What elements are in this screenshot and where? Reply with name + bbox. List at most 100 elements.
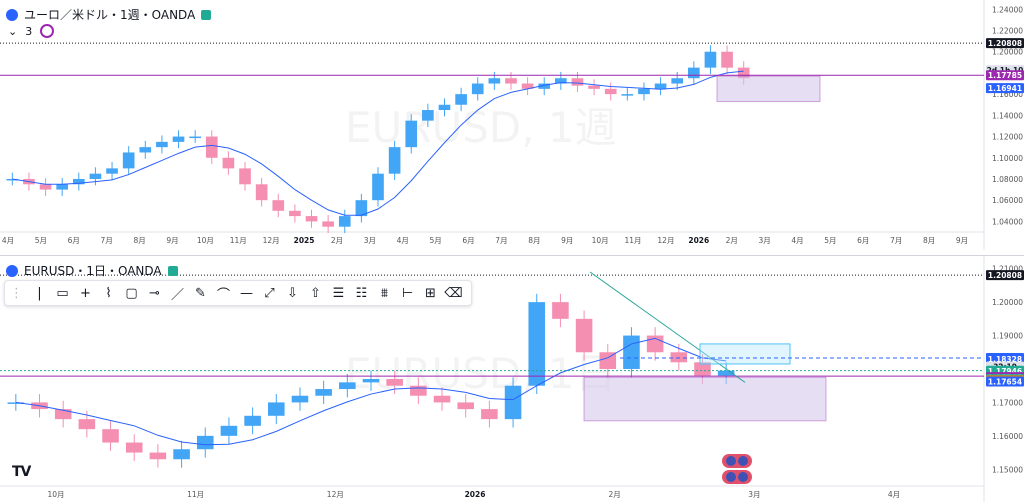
candle-body: [405, 120, 418, 148]
moving-average-line: [12, 70, 744, 216]
candle-body: [505, 78, 517, 84]
arrow-up-icon[interactable]: ⇧: [310, 285, 321, 301]
candle-body: [56, 184, 68, 190]
time-tick-label: 4月: [397, 236, 409, 245]
time-tick-label: 9月: [166, 236, 178, 245]
price-badge: 1.20808: [986, 38, 1024, 49]
drag-handle-icon[interactable]: ⋮: [10, 285, 23, 301]
layout-icon[interactable]: ⊞: [425, 285, 436, 301]
fib-retracement-icon[interactable]: ☰: [332, 285, 345, 301]
daily-chart-canvas[interactable]: 1.210001.200001.190001.180001.170001.160…: [0, 256, 1024, 502]
measure-icon[interactable]: ⤢: [264, 285, 275, 301]
candle-body: [481, 409, 498, 420]
candle-body: [244, 415, 261, 426]
candle-body: [638, 88, 650, 95]
candle-body: [555, 78, 567, 84]
indicator-icon[interactable]: [40, 24, 55, 38]
candle-body: [623, 335, 640, 369]
time-tick-label: 9月: [956, 236, 968, 245]
price-tick-label: 1.08000: [992, 175, 1023, 184]
time-tick-label: 4月: [888, 490, 900, 499]
horizontal-line-icon[interactable]: —: [240, 285, 253, 301]
horizontal-ray-icon[interactable]: ⊸: [149, 285, 160, 301]
comment-icon[interactable]: ▭: [56, 285, 69, 301]
candle-body: [538, 83, 551, 89]
time-tick-label: 11月: [187, 490, 204, 499]
trend-line-icon[interactable]: ／: [170, 287, 184, 303]
fib-levels-icon[interactable]: ⩩: [381, 285, 388, 301]
event-flags[interactable]: [722, 454, 752, 484]
candle-body: [604, 88, 617, 95]
candle-body: [355, 200, 368, 217]
weekly-chart-pane[interactable]: 1.240001.220001.200001.180001.160001.140…: [0, 0, 1024, 250]
price-badge: 1.18328: [986, 354, 1024, 365]
time-tick-label: 10月: [47, 490, 64, 499]
path-icon[interactable]: ⌒: [216, 287, 230, 303]
time-tick-label: 4月: [791, 236, 803, 245]
price-badge-text: 1.17785: [988, 71, 1022, 80]
time-tick-label: 7月: [495, 236, 507, 245]
time-tick-label: 9月: [561, 236, 573, 245]
price-badge-bg: [986, 270, 1024, 281]
time-tick-label: 7月: [890, 236, 902, 245]
candle-body: [291, 395, 309, 403]
candle-body: [471, 83, 484, 95]
chevron-down-icon[interactable]: ⌄: [8, 24, 18, 38]
candle-body: [106, 168, 118, 174]
time-tick-label: 10月: [592, 236, 609, 245]
candle-body: [220, 425, 238, 436]
price-badge-text: 1.17654: [988, 378, 1022, 387]
candle-body: [670, 352, 688, 363]
crosshair-icon[interactable]: +: [80, 285, 91, 301]
candle-body: [189, 136, 201, 139]
candle-body: [455, 94, 467, 105]
price-tick-label: 1.21000: [992, 265, 1023, 274]
candle-body: [721, 51, 733, 68]
time-tick-label: 3月: [758, 236, 770, 245]
candle-body: [362, 379, 380, 383]
price-badge-bg: [986, 38, 1024, 49]
daily-chart-header: EURUSD・1日・OANDA: [6, 262, 178, 279]
drawing-toolbar: ⋮ | ▭ + ⌇ ▢ ⊸ ／ ✎ ⌒ — ⤢ ⇩ ⇧ ☰ ☷ ⩩ ⊢ ⊞ ⌫: [4, 280, 472, 306]
daily-symbol-title[interactable]: EURUSD・1日・OANDA: [24, 264, 162, 278]
candle-body: [173, 449, 190, 460]
moving-average-line: [15, 337, 727, 446]
weekly-chart-canvas[interactable]: 1.240001.220001.200001.180001.160001.140…: [0, 0, 1024, 250]
candle-body: [372, 173, 384, 201]
rectangle-icon[interactable]: ▢: [125, 285, 138, 301]
candle-body: [72, 178, 85, 185]
time-tick-label: 2026: [465, 490, 486, 499]
indicator-count[interactable]: 3: [25, 24, 33, 38]
price-badge-text: 1.18328: [988, 355, 1022, 364]
candle-body: [388, 147, 401, 174]
zigzag-icon[interactable]: ⌇: [105, 285, 112, 301]
weekly-chart-header: ユーロ／米ドル・1週・OANDA: [6, 6, 212, 23]
eraser-icon[interactable]: ⌫: [444, 285, 463, 301]
market-open-icon: [201, 9, 212, 20]
time-tick-label: 6月: [462, 236, 474, 245]
candle-body: [89, 173, 102, 179]
price-range-icon[interactable]: ⊢: [401, 285, 414, 301]
price-tick-label: 1.16000: [992, 432, 1023, 441]
price-badge-bg: [986, 70, 1024, 81]
candle-body: [504, 385, 522, 420]
candle-body: [671, 78, 684, 84]
price-badge-text: 1.16941: [988, 84, 1022, 93]
price-tick-label: 1.16000: [992, 90, 1023, 99]
candle-body: [621, 94, 634, 96]
pencil-vertical-icon[interactable]: |: [37, 285, 42, 301]
time-tick-label: 12月: [263, 236, 280, 245]
time-tick-label: 5月: [824, 236, 836, 245]
arrow-down-icon[interactable]: ⇩: [287, 285, 298, 301]
weekly-symbol-title[interactable]: ユーロ／米ドル・1週・OANDA: [24, 8, 196, 22]
fib-channel-icon[interactable]: ☷: [355, 285, 368, 301]
brush-icon[interactable]: ✎: [195, 285, 206, 301]
candle-body: [654, 83, 667, 89]
price-badge-text: 1.20808: [988, 39, 1022, 48]
candle-body: [704, 51, 717, 68]
event-flag-icon[interactable]: [722, 454, 752, 468]
market-open-icon: [167, 265, 178, 276]
price-axis: [984, 0, 1024, 250]
time-tick-label: 11月: [230, 236, 247, 245]
event-flag-icon[interactable]: [722, 470, 752, 484]
